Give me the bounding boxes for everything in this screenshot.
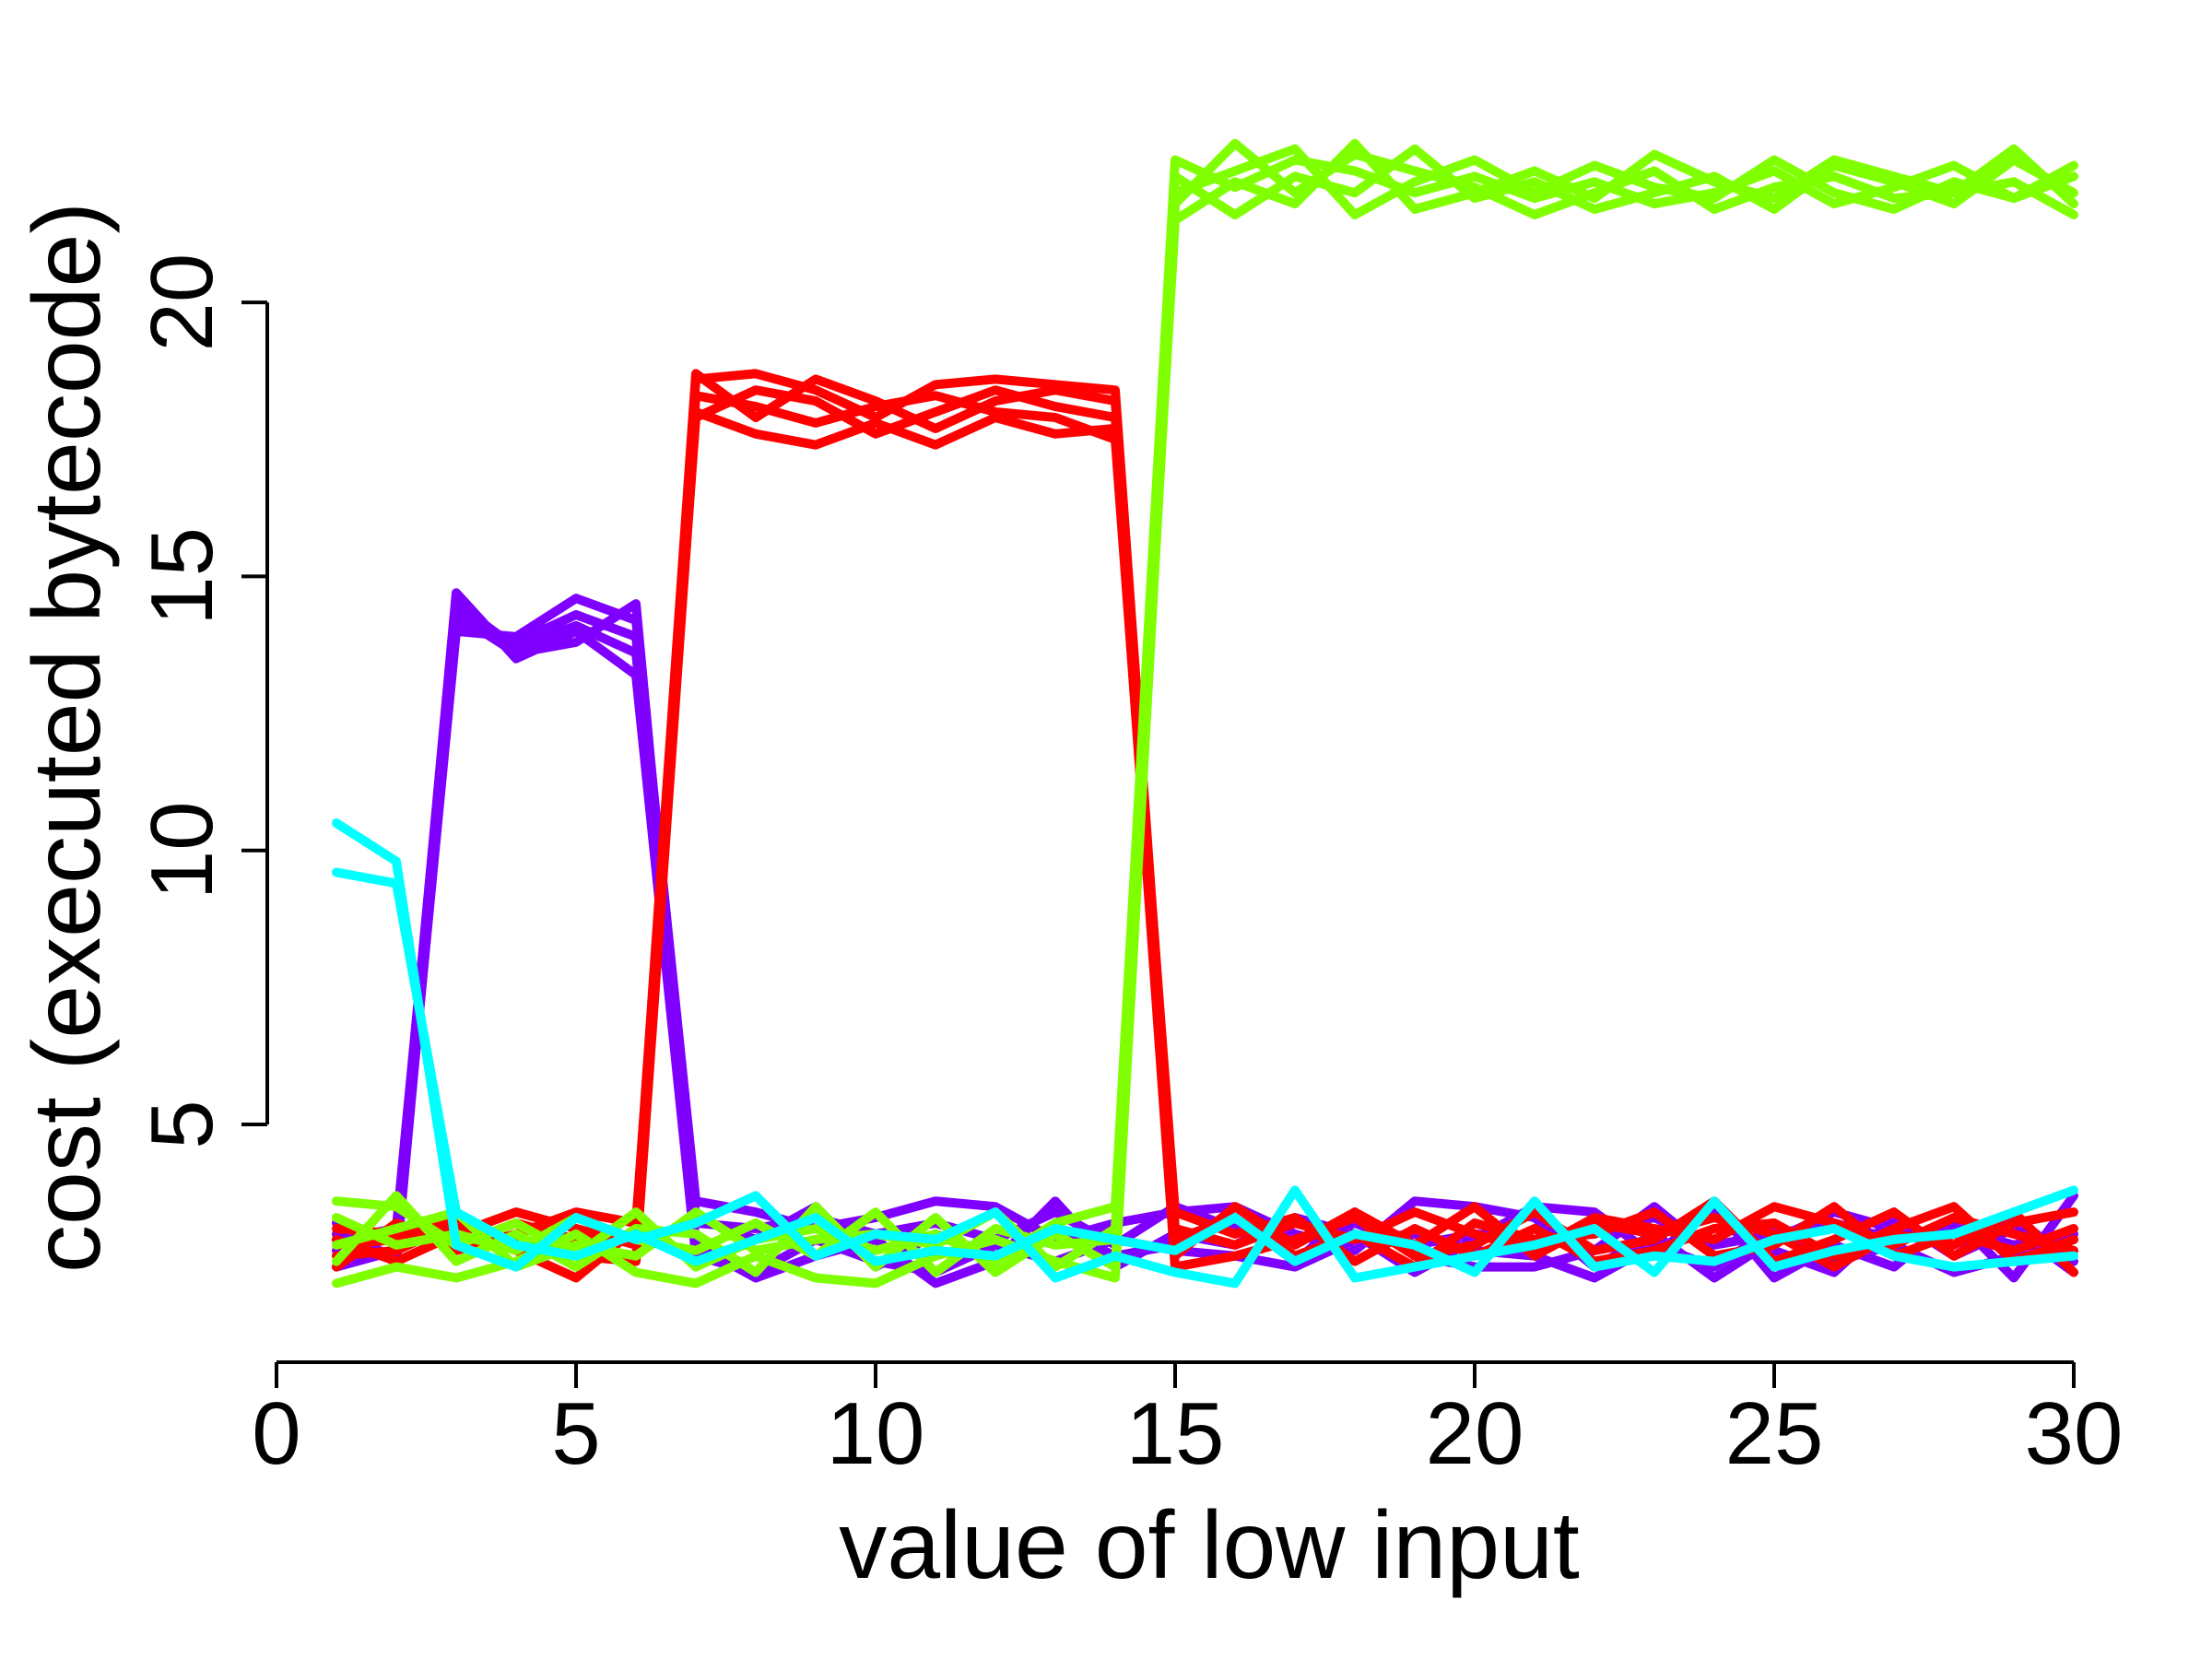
series-line-red-2 <box>332 407 2078 1272</box>
x-tick-label: 20 <box>1426 1384 1524 1483</box>
x-axis-title: value of low input <box>839 1492 1580 1599</box>
series-layer <box>332 138 2078 1288</box>
series-line-purple-1 <box>332 610 2078 1261</box>
series-line-cyan-2 <box>332 867 2078 1277</box>
series-line-purple-2 <box>332 588 2078 1283</box>
series-line-green-3 <box>332 144 2078 1277</box>
series-line-red-1 <box>332 369 2078 1255</box>
x-tick-label: 0 <box>252 1384 300 1483</box>
x-tick-label: 10 <box>827 1384 925 1483</box>
x-axis: 0 5 10 15 20 25 30 <box>252 1360 2124 1483</box>
x-tick-label: 5 <box>551 1384 600 1483</box>
series-line-green-2 <box>332 138 2078 1288</box>
y-tick-label: 10 <box>133 801 231 900</box>
series-line-green-1 <box>332 155 2078 1272</box>
series-line-purple-3 <box>332 594 2078 1283</box>
series-line-purple-4 <box>332 599 2078 1288</box>
series-line-red-3 <box>332 391 2078 1272</box>
x-tick-label: 15 <box>1126 1384 1225 1483</box>
x-tick-label: 30 <box>2025 1384 2124 1483</box>
y-axis-title: cost (executed bytecode) <box>14 202 121 1273</box>
y-tick-label: 15 <box>133 527 231 626</box>
x-tick-label: 25 <box>1725 1384 1824 1483</box>
series-line-red-4 <box>332 385 2078 1272</box>
y-tick-label: 20 <box>133 253 231 352</box>
y-axis: 5 10 15 20 <box>133 253 269 1149</box>
series-line-purple-5 <box>332 599 2078 1277</box>
series-line-green-4 <box>332 144 2078 1277</box>
series-line-red-5 <box>332 369 2078 1283</box>
series-line-green-5 <box>332 138 2078 1272</box>
y-tick-label: 5 <box>133 1100 231 1148</box>
